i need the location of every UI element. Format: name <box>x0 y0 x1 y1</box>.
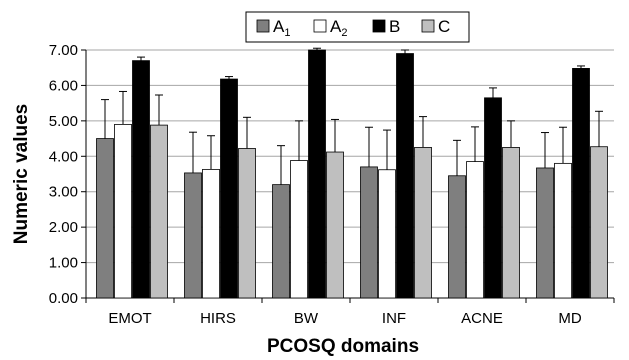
bar-a2-hirs <box>203 169 220 298</box>
bar-a2-emot <box>115 124 132 298</box>
legend-series-subscript: 2 <box>341 27 347 39</box>
bar-a2-md <box>555 163 572 298</box>
legend-swatch <box>314 20 326 32</box>
y-axis-title: Numeric values <box>11 104 32 244</box>
y-tick-label: 5.00 <box>49 113 78 130</box>
x-tick-label: EMOT <box>108 310 151 327</box>
x-tick-label: BW <box>294 310 319 327</box>
x-tick-label: INF <box>382 310 406 327</box>
x-tick-label: HIRS <box>200 310 236 327</box>
bar-c-acne <box>503 147 520 298</box>
bar-a1-hirs <box>185 173 202 298</box>
legend-swatch <box>373 20 385 32</box>
y-tick-label: 3.00 <box>49 184 78 201</box>
legend-series-subscript: 1 <box>284 27 290 39</box>
y-tick-label: 0.00 <box>49 290 78 307</box>
bar-c-inf <box>415 147 432 298</box>
bar-a1-md <box>537 168 554 298</box>
bar-b-bw <box>309 50 326 298</box>
bar-a2-bw <box>291 161 308 298</box>
legend-label: B <box>389 17 400 36</box>
y-tick-label: 6.00 <box>49 77 78 94</box>
bar-c-emot <box>151 125 168 298</box>
y-tick-label: 7.00 <box>49 42 78 59</box>
x-tick-label: MD <box>558 310 581 327</box>
bar-a1-acne <box>449 176 466 298</box>
y-tick-label: 4.00 <box>49 148 78 165</box>
legend-swatch <box>257 20 269 32</box>
bar-b-inf <box>397 54 414 298</box>
y-tick-label: 1.00 <box>49 255 78 272</box>
bar-a1-bw <box>273 185 290 298</box>
legend-series-name: A <box>273 17 285 36</box>
legend-series-name: C <box>438 17 450 36</box>
bar-a1-inf <box>361 167 378 298</box>
bar-a2-inf <box>379 170 396 298</box>
bar-a1-emot <box>97 139 114 298</box>
bar-c-hirs <box>239 148 256 298</box>
bar-b-md <box>573 68 590 298</box>
bar-b-acne <box>485 98 502 298</box>
x-axis-title: PCOSQ domains <box>267 336 419 357</box>
y-tick-label: 2.00 <box>49 219 78 236</box>
legend-series-name: A <box>330 17 342 36</box>
bar-c-md <box>591 147 608 298</box>
legend-label: C <box>438 17 450 36</box>
bar-c-bw <box>327 152 344 298</box>
bar-a2-acne <box>467 162 484 298</box>
legend-swatch <box>422 20 434 32</box>
bar-b-emot <box>133 61 150 298</box>
legend-series-name: B <box>389 17 400 36</box>
x-tick-label: ACNE <box>461 310 503 327</box>
bar-b-hirs <box>221 79 238 298</box>
